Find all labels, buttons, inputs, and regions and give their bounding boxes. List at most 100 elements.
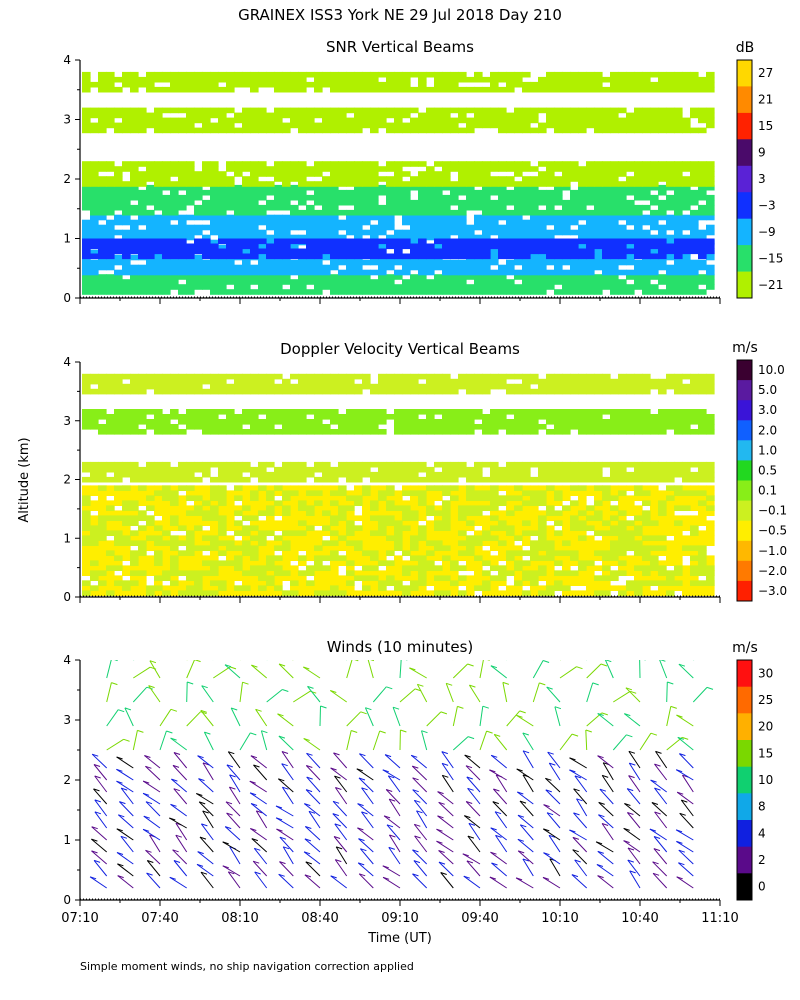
heatmap-cell [554, 166, 563, 172]
heatmap-cell [354, 530, 363, 536]
heatmap-cell [250, 264, 259, 271]
heatmap-cell [562, 71, 571, 78]
heatmap-cell [506, 234, 515, 241]
heatmap-cell [602, 238, 611, 245]
heatmap-cell [146, 214, 155, 221]
heatmap-cell [314, 243, 323, 250]
heatmap-cell [266, 575, 275, 581]
heatmap-cell [266, 204, 275, 211]
heatmap-cell [610, 264, 619, 271]
heatmap-cell [418, 243, 427, 250]
heatmap-cell [370, 199, 379, 206]
heatmap-cell [434, 575, 443, 581]
heatmap-cell [466, 525, 475, 531]
heatmap-cell [450, 520, 459, 526]
heatmap-cell [178, 234, 187, 241]
heatmap-cell [282, 500, 291, 506]
heatmap-cell [690, 199, 699, 206]
heatmap-cell [410, 239, 419, 246]
heatmap-cell [202, 209, 211, 216]
heatmap-cell [490, 510, 499, 516]
heatmap-cell [186, 570, 195, 576]
heatmap-cell [226, 289, 235, 295]
heatmap-cell [202, 560, 211, 566]
heatmap-cell [250, 500, 259, 506]
heatmap-cell [466, 122, 475, 129]
heatmap-cell [682, 490, 691, 496]
heatmap-cell [402, 184, 411, 191]
heatmap-cell [162, 161, 171, 167]
heatmap-cell [330, 194, 339, 201]
heatmap-cell [602, 209, 611, 216]
heatmap-cell [490, 86, 499, 93]
heatmap-cell [426, 575, 435, 581]
heatmap-cell [434, 284, 443, 290]
heatmap-cell [458, 229, 467, 236]
heatmap-cell [314, 530, 323, 536]
heatmap-cell [562, 510, 571, 516]
heatmap-cell [250, 224, 259, 231]
heatmap-cell [554, 243, 563, 250]
heatmap-cell [402, 107, 411, 114]
heatmap-cell [98, 112, 107, 119]
heatmap-cell [314, 127, 323, 134]
heatmap-cell [690, 86, 699, 93]
heatmap-cell [522, 229, 531, 236]
heatmap-cell [346, 209, 355, 216]
heatmap-cell [186, 194, 195, 201]
heatmap-cell [162, 575, 171, 581]
heatmap-cell [666, 239, 675, 246]
heatmap-cell [698, 176, 707, 182]
heatmap-cell [450, 76, 459, 83]
heatmap-cell [410, 550, 419, 556]
heatmap-cell [682, 570, 691, 576]
heatmap-cell [490, 229, 499, 236]
heatmap-cell [618, 166, 627, 172]
heatmap-cell [490, 224, 499, 231]
heatmap-cell [538, 264, 547, 271]
heatmap-cell [706, 500, 715, 506]
heatmap-cell [674, 585, 683, 591]
heatmap-cell [202, 590, 211, 596]
heatmap-cell [482, 181, 491, 187]
heatmap-cell [250, 71, 259, 78]
heatmap-cell [610, 117, 619, 124]
heatmap-cell [98, 194, 107, 201]
heatmap-cell [626, 244, 635, 251]
heatmap-cell [298, 545, 307, 551]
heatmap-cell [202, 214, 211, 221]
heatmap-cell [474, 515, 483, 521]
heatmap-cell [658, 234, 667, 241]
heatmap-cell [402, 229, 411, 236]
heatmap-cell [506, 515, 515, 521]
heatmap-cell [626, 530, 635, 536]
heatmap-cell [522, 86, 531, 93]
heatmap-cell [594, 520, 603, 526]
heatmap-cell [514, 243, 523, 250]
heatmap-cell [178, 550, 187, 556]
heatmap-cell [170, 515, 179, 521]
heatmap-cell [418, 500, 427, 506]
heatmap-cell [442, 264, 451, 271]
heatmap-cell [274, 166, 283, 172]
heatmap-cell [346, 580, 355, 586]
heatmap-cell [314, 107, 323, 114]
heatmap-cell [194, 127, 203, 134]
heatmap-cell [450, 565, 459, 571]
heatmap-cell [130, 264, 139, 271]
heatmap-cell [538, 229, 547, 236]
panel-title: SNR Vertical Beams [326, 38, 474, 56]
heatmap-cell [194, 520, 203, 526]
heatmap-cell [362, 71, 371, 78]
heatmap-cell [490, 515, 499, 521]
heatmap-cell [122, 570, 131, 576]
heatmap-cell [170, 204, 179, 211]
heatmap-cell [162, 289, 171, 295]
heatmap-cell [394, 520, 403, 526]
heatmap-cell [242, 253, 251, 260]
heatmap-cell [330, 580, 339, 586]
heatmap-cell [514, 107, 523, 114]
heatmap-cell [434, 209, 443, 216]
heatmap-cell [634, 71, 643, 78]
heatmap-cell [658, 243, 667, 250]
